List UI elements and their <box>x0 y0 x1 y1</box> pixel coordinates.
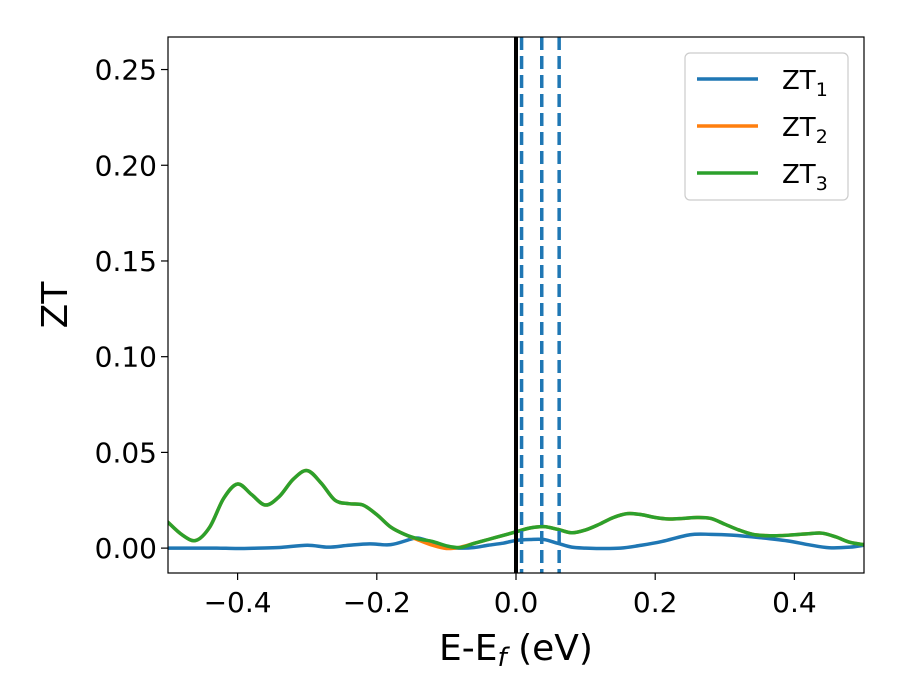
x-axis: −0.4 −0.2 0.0 0.2 0.4 <box>204 573 817 619</box>
legend-label-zt3: ZT3 <box>782 160 828 195</box>
x-tick-label: −0.4 <box>204 586 272 619</box>
x-axis-label: E-Ef (eV) <box>439 628 593 673</box>
y-tick-label: 0.05 <box>95 436 157 469</box>
legend-box <box>684 52 849 201</box>
legend: ZT1 ZT2 ZT3 <box>684 52 849 201</box>
x-tick-label: −0.2 <box>343 586 411 619</box>
y-axis-label: ZT <box>35 281 76 329</box>
x-axis-label-unit: (eV) <box>507 628 593 669</box>
series-line-zt1 <box>168 532 864 551</box>
y-axis: 0.00 0.05 0.10 0.15 0.20 0.25 <box>95 54 168 565</box>
x-tick-label: 0.0 <box>494 586 539 619</box>
y-tick-label: 0.20 <box>95 149 157 182</box>
x-tick-label: 0.4 <box>772 586 817 619</box>
legend-label-zt1: ZT1 <box>782 66 828 101</box>
y-tick-label: 0.10 <box>95 341 157 374</box>
x-tick-label: 0.2 <box>633 586 678 619</box>
legend-label-zt2: ZT2 <box>782 113 828 148</box>
y-tick-label: 0.15 <box>95 245 157 278</box>
y-tick-label: 0.25 <box>95 54 157 87</box>
y-tick-label: 0.00 <box>95 532 157 565</box>
